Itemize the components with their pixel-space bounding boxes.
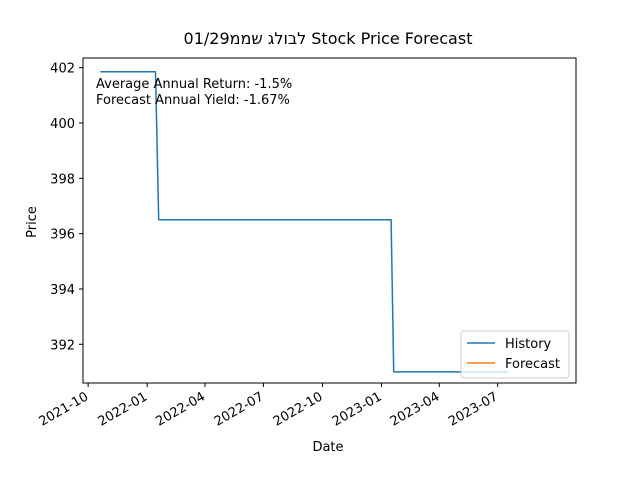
annotation-average-return: Average Annual Return: -1.5%	[96, 77, 292, 92]
y-tick-label: 402	[50, 62, 75, 77]
legend-label-forecast: Forecast	[505, 357, 560, 372]
legend: History Forecast	[460, 330, 570, 379]
chart-title: 01/29לבולג שממ Stock Price Forecast	[184, 29, 473, 48]
series-line-history	[100, 71, 509, 373]
y-axis: 392 394 396 398 400 402	[50, 62, 83, 353]
y-tick-label: 398	[50, 172, 75, 187]
legend-label-history: History	[505, 337, 552, 352]
series-layer	[100, 71, 509, 373]
y-tick-label: 396	[50, 228, 75, 243]
x-axis-label: Date	[312, 440, 343, 455]
plot-frame	[82, 57, 577, 384]
y-tick-label: 392	[50, 338, 75, 353]
plot-area	[82, 57, 577, 384]
y-axis-label: Price	[25, 206, 40, 238]
y-tick-label: 394	[50, 283, 75, 298]
annotation-forecast-yield: Forecast Annual Yield: -1.67%	[96, 93, 290, 108]
y-tick-label: 400	[50, 117, 75, 132]
